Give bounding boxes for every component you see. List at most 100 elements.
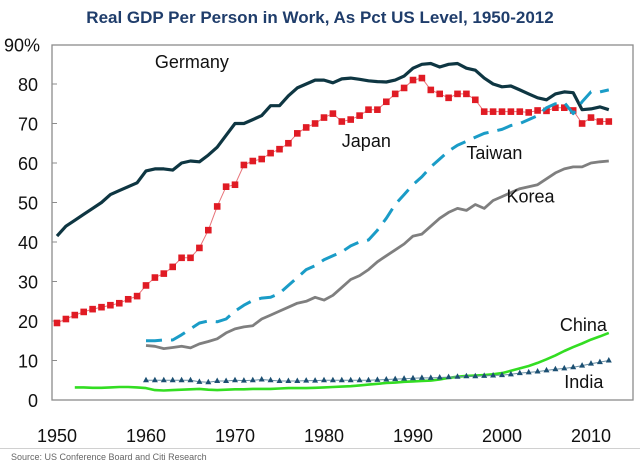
data-point-india bbox=[267, 376, 274, 383]
data-point-japan bbox=[427, 86, 435, 94]
data-point-india bbox=[525, 368, 532, 375]
data-point-india bbox=[223, 377, 230, 384]
data-point-japan bbox=[124, 295, 132, 303]
data-point-japan bbox=[516, 108, 524, 115]
data-point-india bbox=[552, 365, 559, 372]
data-point-japan bbox=[196, 244, 203, 252]
series-line-taiwan bbox=[146, 88, 610, 343]
data-point-japan bbox=[62, 315, 70, 323]
data-point-india bbox=[410, 374, 416, 381]
data-point-japan bbox=[365, 106, 372, 113]
data-point-japan bbox=[534, 107, 541, 114]
data-point-india bbox=[561, 364, 568, 371]
data-point-japan bbox=[356, 112, 363, 119]
series-label-taiwan: Taiwan bbox=[466, 143, 522, 163]
data-point-japan bbox=[205, 226, 212, 234]
data-point-india bbox=[579, 362, 586, 368]
data-point-india bbox=[232, 376, 238, 383]
data-point-japan bbox=[507, 108, 515, 115]
data-point-india bbox=[321, 376, 327, 383]
x-tick-label: 1990 bbox=[393, 426, 433, 446]
line-chart: 0 10 20 30 40 50 60 70 80 90% 1950 1960 1970 1980 199… bbox=[4, 36, 634, 446]
data-point-india bbox=[605, 357, 612, 363]
series-labels: Germany Japan Taiwan Korea China India bbox=[155, 52, 608, 392]
source-note: Source: US Conference Board and Citi Res… bbox=[11, 452, 207, 462]
data-point-japan bbox=[605, 118, 613, 125]
data-point-india bbox=[160, 376, 167, 383]
data-point-japan bbox=[267, 149, 274, 157]
data-point-india bbox=[214, 377, 221, 384]
data-point-india bbox=[570, 363, 577, 370]
y-tick-label: 30 bbox=[18, 273, 38, 293]
series-india bbox=[143, 357, 612, 385]
series-label-germany: Germany bbox=[155, 52, 229, 72]
data-point-japan bbox=[133, 292, 141, 300]
data-point-japan bbox=[53, 319, 61, 327]
x-tick-label: 2010 bbox=[571, 426, 611, 446]
data-point-japan bbox=[71, 311, 79, 319]
data-point-india bbox=[516, 369, 523, 376]
y-tick-label: 70 bbox=[18, 115, 38, 135]
data-point-japan bbox=[498, 108, 506, 115]
data-point-india bbox=[383, 375, 390, 382]
chart-title: Real GDP Per Person in Work, As Pct US L… bbox=[86, 8, 554, 27]
series-label-china: China bbox=[560, 315, 608, 335]
data-point-japan bbox=[276, 145, 283, 153]
data-point-japan bbox=[142, 282, 150, 289]
data-point-japan bbox=[391, 90, 399, 98]
data-point-india bbox=[436, 373, 443, 380]
x-tick-label: 2000 bbox=[482, 426, 522, 446]
data-point-japan bbox=[454, 90, 461, 98]
series-china bbox=[74, 331, 610, 392]
data-point-japan bbox=[578, 120, 586, 127]
data-point-japan bbox=[249, 157, 257, 165]
data-point-india bbox=[401, 375, 408, 381]
data-point-japan bbox=[187, 254, 194, 262]
series-label-india: India bbox=[564, 372, 604, 392]
data-point-japan bbox=[472, 96, 479, 104]
data-point-japan bbox=[302, 124, 310, 131]
data-point-india bbox=[445, 373, 452, 380]
series-taiwan bbox=[146, 88, 610, 343]
data-point-japan bbox=[338, 118, 346, 125]
series-japan bbox=[53, 74, 613, 327]
data-point-japan bbox=[285, 139, 292, 147]
data-point-japan bbox=[98, 303, 105, 311]
series-line-china bbox=[74, 331, 610, 392]
y-tick-label: 90% bbox=[4, 36, 40, 56]
source-divider bbox=[0, 448, 640, 449]
x-tick-label: 1970 bbox=[215, 426, 255, 446]
data-point-japan bbox=[436, 90, 443, 98]
data-point-india bbox=[490, 372, 497, 378]
data-point-japan bbox=[258, 155, 265, 163]
y-tick-label: 10 bbox=[18, 352, 38, 372]
data-point-japan bbox=[329, 110, 337, 117]
data-point-india bbox=[249, 376, 256, 383]
data-point-japan bbox=[240, 161, 248, 169]
data-point-japan bbox=[107, 301, 114, 309]
y-tick-label: 50 bbox=[18, 194, 38, 214]
data-point-india bbox=[534, 368, 541, 374]
data-point-india bbox=[303, 377, 310, 383]
y-tick-label: 60 bbox=[18, 154, 38, 174]
data-point-india bbox=[178, 376, 185, 383]
data-point-india bbox=[463, 372, 470, 379]
data-point-india bbox=[418, 374, 425, 380]
data-point-japan bbox=[543, 107, 550, 115]
data-point-india bbox=[347, 376, 354, 383]
data-point-india bbox=[507, 370, 514, 377]
x-axis: 1950 1960 1970 1980 1990 2000 2010 bbox=[37, 426, 611, 446]
data-point-india bbox=[499, 371, 505, 378]
data-point-india bbox=[196, 378, 203, 384]
data-point-india bbox=[169, 376, 176, 383]
data-point-japan bbox=[80, 308, 87, 316]
series-label-japan: Japan bbox=[342, 131, 391, 151]
series-korea bbox=[145, 159, 609, 350]
data-point-japan bbox=[587, 114, 595, 121]
data-point-india bbox=[240, 377, 247, 383]
data-point-japan bbox=[409, 76, 417, 84]
data-point-india bbox=[151, 376, 158, 383]
data-point-japan bbox=[489, 108, 497, 115]
data-point-japan bbox=[445, 94, 452, 102]
data-point-japan bbox=[222, 183, 230, 190]
